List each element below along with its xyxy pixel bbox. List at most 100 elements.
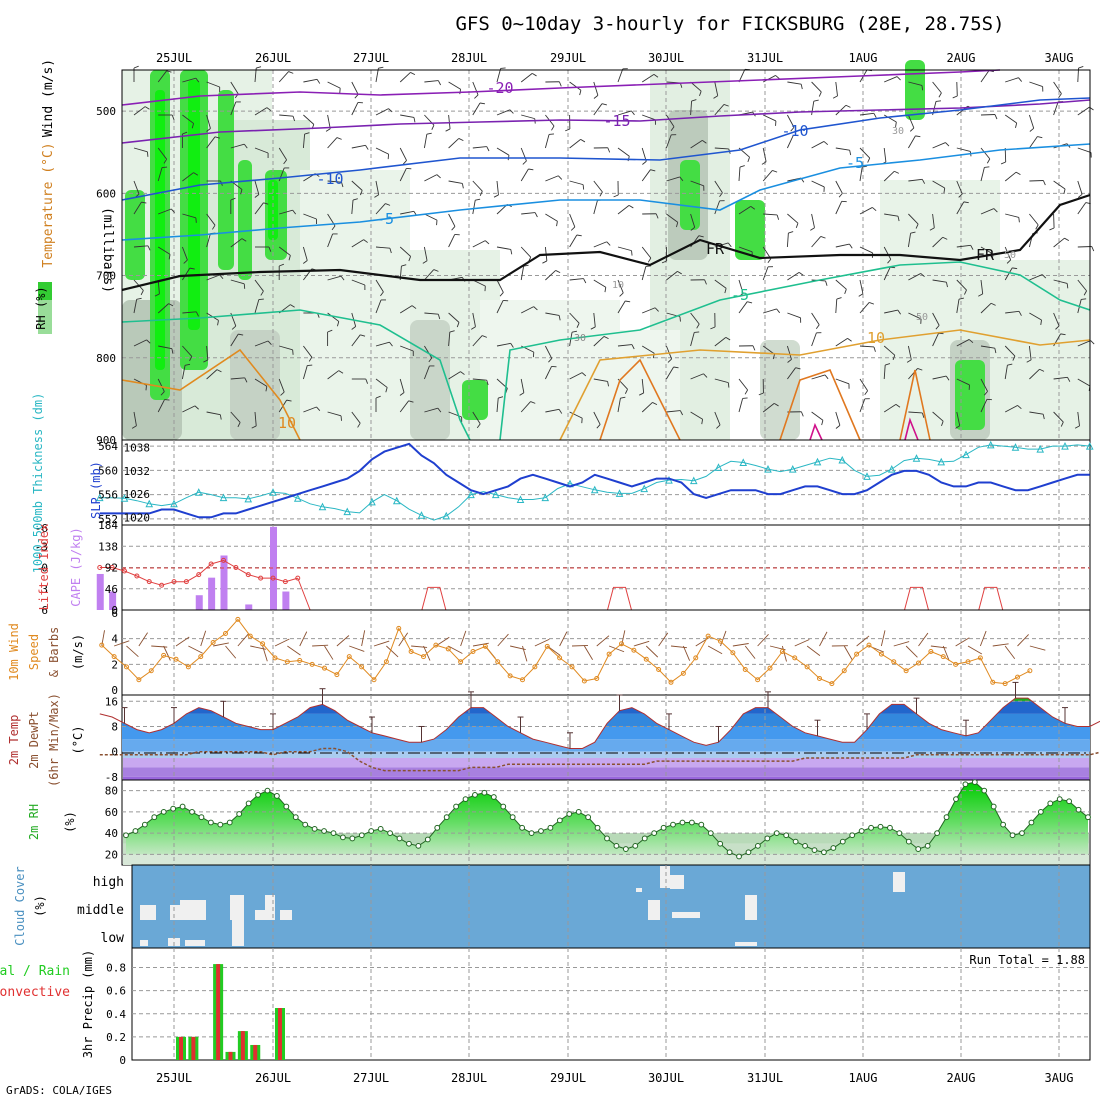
wind-barb-flag: [163, 158, 168, 164]
rh-marker: [377, 825, 384, 832]
wind-barb: [1004, 114, 1017, 124]
wind-barb-flag: [983, 391, 988, 396]
wind-barb: [980, 378, 988, 392]
temp-band-below: [123, 751, 1089, 758]
wind-barb-flag: [1078, 66, 1084, 69]
cape-bars: [96, 526, 290, 610]
wind-barb: [1077, 202, 1087, 215]
wind-barb: [738, 378, 748, 391]
wind-barb-flag: [1063, 188, 1066, 194]
wind-barb: [448, 332, 451, 347]
wind-barb: [157, 70, 167, 83]
wind-barb-flag: [340, 275, 345, 281]
rh-band: [123, 854, 1089, 865]
precip-label-c: 3hr Precip (mm): [81, 950, 95, 1058]
wind-barb: [980, 345, 995, 349]
wind-barb-flag: [519, 392, 525, 396]
wind-marker: [482, 643, 488, 649]
wind-barb-flag: [739, 165, 745, 168]
wind-barb-flag: [1091, 246, 1095, 252]
tick-label: 6: [41, 604, 48, 617]
wind-barb-flag: [146, 339, 151, 344]
li-marker: [183, 579, 189, 585]
rh-marker: [509, 814, 516, 821]
wind-barb: [690, 139, 703, 149]
wind-barb-flag: [292, 209, 297, 215]
rh-shade-green: [735, 200, 765, 260]
wind-barb-flag: [725, 336, 731, 341]
wind10-barb: [324, 645, 334, 660]
wind-barb-flag: [533, 306, 538, 311]
temperature-contour: [599, 358, 681, 441]
wind-marker: [755, 677, 761, 683]
li-blip: [421, 586, 447, 611]
wind-barb-flag: [823, 141, 829, 146]
wind-barb: [278, 71, 289, 83]
tick-label: 3: [41, 583, 48, 596]
precip-conv-bar: [216, 964, 221, 1060]
precip-frame: [131, 947, 1091, 1061]
wind-barb-flag: [915, 135, 921, 138]
wind10-barb: [992, 643, 1009, 647]
wind-barb: [593, 241, 607, 248]
rh-marker: [679, 819, 686, 826]
wind-barb-flag: [978, 293, 983, 297]
rh-marker: [613, 842, 620, 849]
wind-barb-flag: [921, 85, 924, 91]
wind-barb-flag: [212, 224, 216, 230]
wind-frame: [121, 609, 1091, 696]
wind-barb-flag: [869, 302, 875, 305]
rh-marker: [566, 811, 573, 817]
wind-barb: [1053, 376, 1068, 380]
wind-barb: [448, 371, 461, 380]
temperature-contour: [121, 97, 1091, 201]
cloud-block: [255, 910, 267, 920]
thickness-marker: [491, 490, 500, 499]
wind-barb: [424, 213, 438, 221]
wind-barb-flag: [408, 400, 414, 403]
wind-barb: [956, 147, 971, 152]
wind-barb: [593, 378, 608, 382]
wind-marker: [854, 651, 860, 657]
wind-barb: [835, 81, 838, 96]
wind-barb-flag: [556, 221, 558, 227]
wind-barb-flag: [800, 411, 804, 417]
wind-barb: [496, 300, 504, 314]
wind-barb: [206, 345, 209, 360]
wind-barb-flag: [231, 325, 237, 330]
wind-barb: [375, 341, 390, 347]
wind-barb-flag: [895, 404, 901, 408]
wind-barb: [279, 209, 293, 215]
rh2m-unit: (%): [63, 811, 77, 833]
wind-barb-flag: [906, 359, 912, 363]
wind-barb: [762, 403, 775, 413]
wind-barb-flag: [772, 170, 778, 173]
wind-barb: [1029, 136, 1038, 149]
wind10-barb: [1017, 634, 1029, 647]
wind-barb-flag: [795, 367, 801, 370]
wind-barb: [787, 367, 796, 380]
wind10-barb: [312, 644, 329, 647]
cloud-block: [180, 900, 206, 920]
wind-barb-flag: [650, 169, 656, 172]
wind-barb: [399, 147, 407, 161]
wind-barb: [835, 279, 847, 290]
wind-barb: [375, 378, 388, 388]
wind10-barb: [806, 645, 821, 656]
wind-barb-flag: [873, 113, 877, 118]
wind-barb: [593, 103, 603, 116]
date-label-top: 31JUL: [747, 51, 783, 65]
wind-marker: [198, 654, 204, 660]
wind10-barb: [955, 637, 970, 647]
li-marker: [122, 568, 127, 574]
temperature-contour: [809, 422, 823, 441]
wind-barb: [786, 233, 789, 248]
rh-marker: [556, 817, 563, 824]
li-marker: [233, 565, 239, 570]
wind-marker: [705, 633, 711, 639]
wind-barb: [666, 366, 674, 380]
wind-barb: [375, 147, 389, 155]
wind-barb-flag: [653, 74, 659, 78]
wind-barb-flag: [571, 330, 578, 333]
rh-marker: [953, 796, 959, 803]
